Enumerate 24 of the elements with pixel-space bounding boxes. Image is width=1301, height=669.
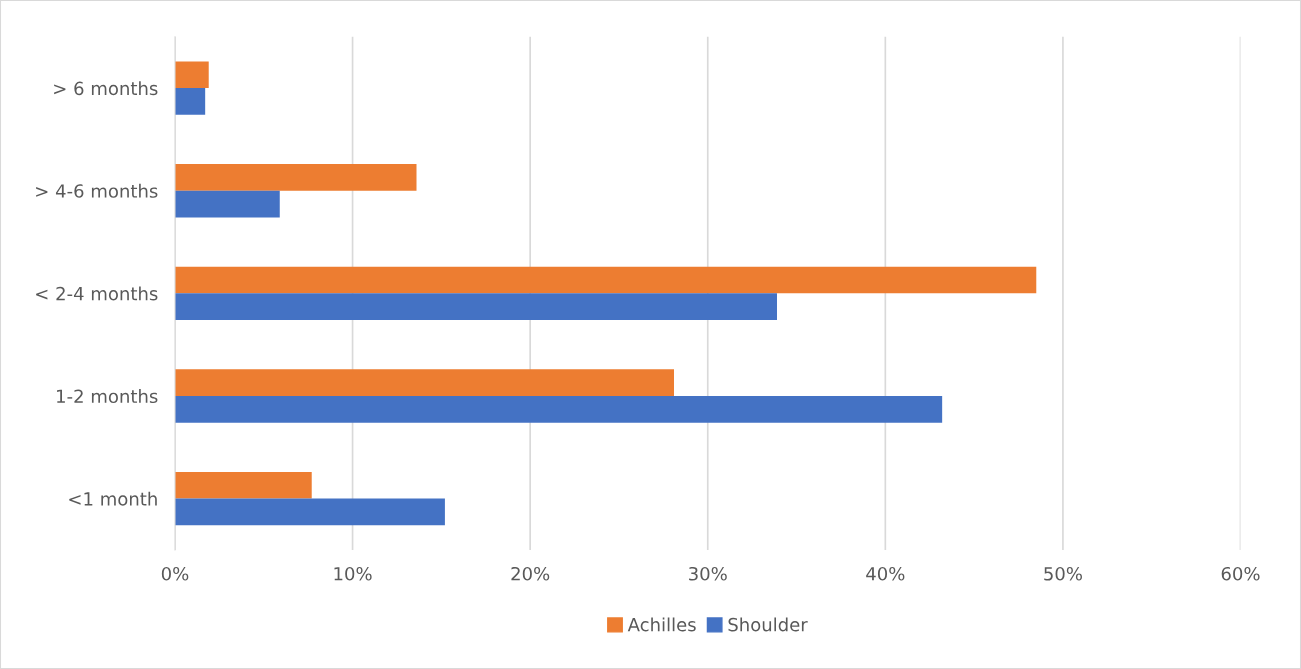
legend-label: Achilles <box>627 617 696 632</box>
bar <box>174 88 206 115</box>
x-tick-label: 50% <box>1044 566 1082 581</box>
legend-label: Shoulder <box>728 617 808 632</box>
bar <box>174 266 1037 294</box>
bar <box>174 164 417 191</box>
bar <box>174 395 943 423</box>
y-tick-label: 1-2 months <box>57 389 158 404</box>
bar <box>174 498 445 526</box>
x-tick-label: 10% <box>334 566 372 581</box>
x-tick-label: 40% <box>866 566 905 581</box>
y-tick-label: > 4-6 months <box>36 183 158 198</box>
bar <box>174 61 209 89</box>
x-tick-label: 30% <box>689 566 727 581</box>
x-tick-label: 20% <box>511 566 550 581</box>
bar <box>174 190 280 218</box>
x-tick-label: 0% <box>161 566 189 581</box>
y-tick-label: > 6 months <box>54 81 158 96</box>
bar <box>174 471 312 499</box>
y-tick-label: <1 month <box>69 491 157 506</box>
y-tick-label: < 2-4 months <box>36 286 158 301</box>
bar <box>174 293 777 321</box>
x-tick-label: 60% <box>1221 566 1260 581</box>
bar <box>174 369 674 396</box>
